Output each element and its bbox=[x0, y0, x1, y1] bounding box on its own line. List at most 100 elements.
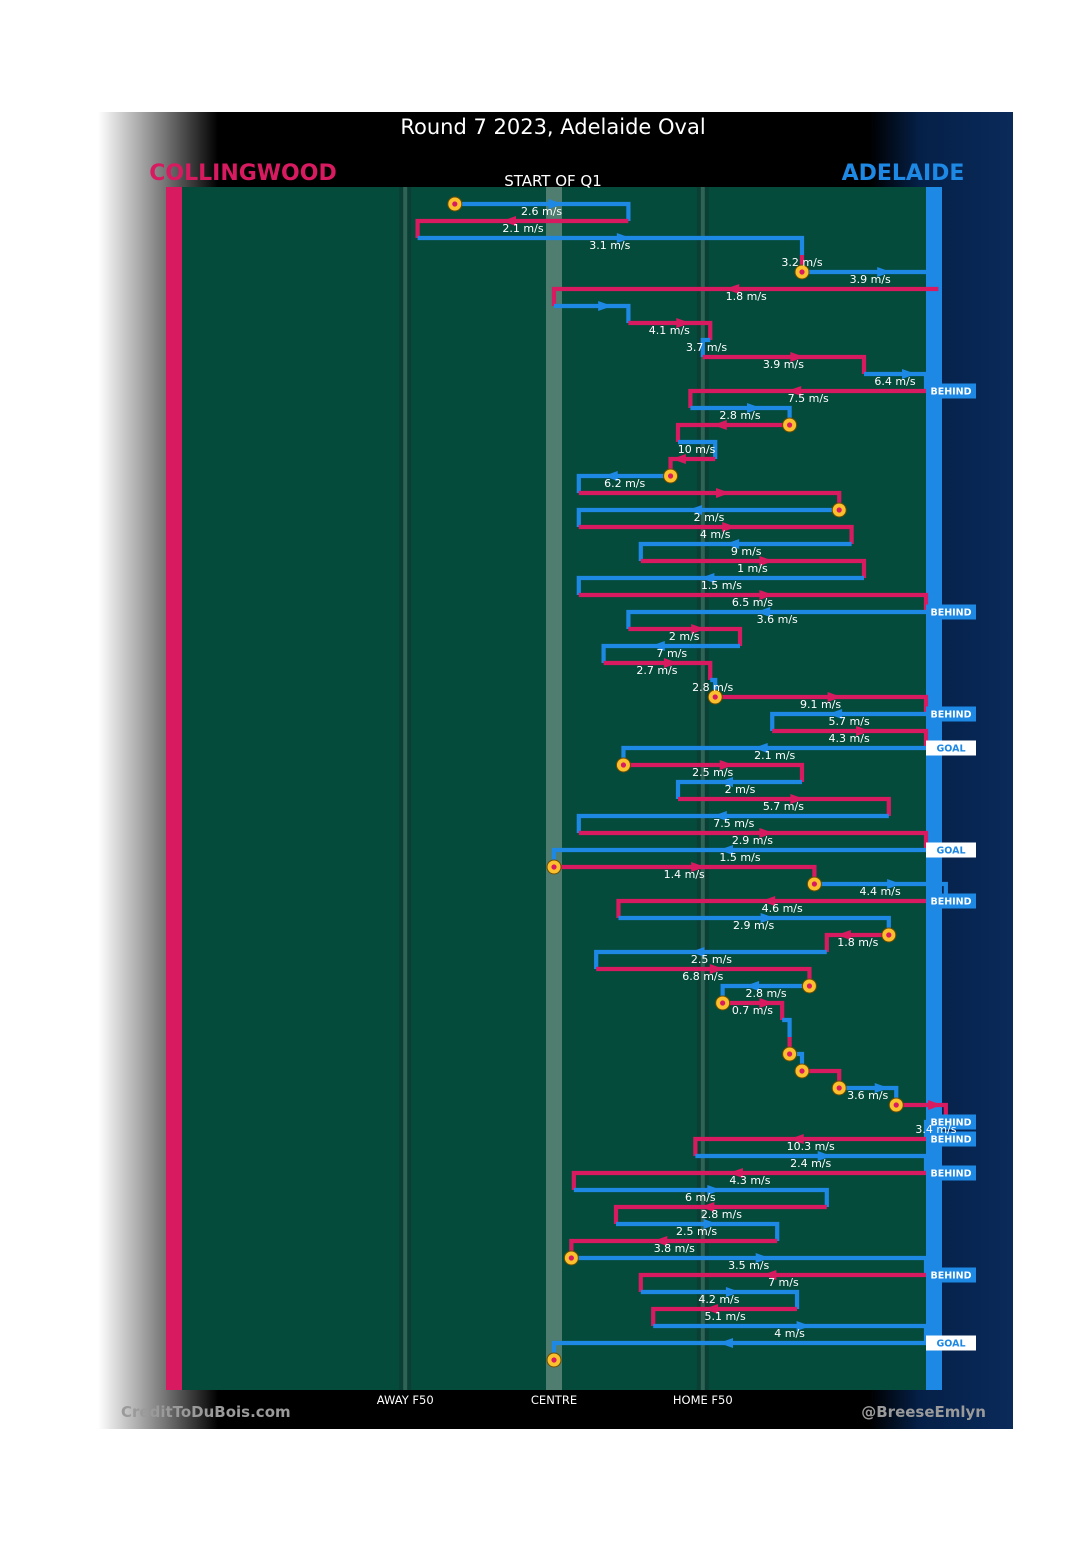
collingwood-bar bbox=[166, 187, 182, 1390]
direction-arrow bbox=[759, 556, 774, 566]
direction-arrow bbox=[759, 998, 774, 1008]
chain-segment bbox=[693, 1136, 926, 1156]
chain-segment bbox=[576, 473, 671, 493]
outcome-label: BEHIND bbox=[930, 1118, 971, 1129]
f50-line-0 bbox=[403, 187, 408, 1390]
direction-arrow bbox=[902, 369, 916, 379]
direction-arrow bbox=[712, 420, 727, 430]
ball-marker-dot bbox=[811, 881, 818, 887]
chain-segment bbox=[571, 1170, 926, 1190]
direction-arrow bbox=[709, 964, 724, 974]
direction-arrow bbox=[548, 199, 563, 209]
speed-label: 0.7 m/s bbox=[732, 1004, 773, 1017]
outcome-label: BEHIND bbox=[930, 608, 971, 619]
direction-arrow bbox=[760, 913, 775, 923]
direction-arrow bbox=[719, 845, 733, 855]
outcome-badge bbox=[926, 740, 976, 756]
ball-marker-dot bbox=[836, 1085, 842, 1091]
speed-label: 3.8 m/s bbox=[654, 1242, 695, 1255]
speed-label: 2 m/s bbox=[725, 783, 756, 796]
direction-arrow bbox=[688, 505, 702, 515]
direction-arrow bbox=[712, 811, 727, 821]
outcome-label: BEHIND bbox=[930, 897, 971, 908]
direction-arrow bbox=[756, 607, 771, 617]
speed-label: 5.7 m/s bbox=[829, 715, 870, 728]
ball-marker-dot bbox=[836, 507, 842, 513]
speed-label: 1.8 m/s bbox=[726, 290, 767, 303]
chain-segment bbox=[628, 320, 713, 340]
chain-segment bbox=[770, 711, 926, 731]
speed-label: 2 m/s bbox=[669, 630, 700, 643]
x-axis: AWAY F50 CENTRE HOME F50 bbox=[377, 1393, 733, 1407]
direction-arrow bbox=[728, 1168, 743, 1178]
ball-marker-dot bbox=[568, 1255, 574, 1261]
speed-label: 9.1 m/s bbox=[800, 698, 841, 711]
direction-arrow bbox=[828, 709, 843, 719]
credit-left: CreditToDuBois.com bbox=[121, 1403, 291, 1421]
chain-segment bbox=[601, 643, 740, 663]
speed-label: 4.2 m/s bbox=[698, 1293, 739, 1306]
direction-arrow bbox=[676, 318, 691, 328]
direction-arrow bbox=[691, 624, 706, 634]
direction-arrow bbox=[719, 1338, 733, 1348]
direction-arrow bbox=[690, 947, 705, 957]
direction-arrow bbox=[787, 386, 802, 396]
speed-label: 1.4 m/s bbox=[664, 868, 705, 881]
speed-label: 1 m/s bbox=[737, 562, 768, 575]
direction-arrow bbox=[653, 1236, 668, 1246]
ball-marker-dot bbox=[787, 422, 793, 428]
speed-label: 2.9 m/s bbox=[733, 919, 774, 932]
speed-label: 9 m/s bbox=[731, 545, 762, 558]
direction-arrow bbox=[827, 692, 842, 702]
credit-right: @BreeseEmlyn bbox=[861, 1403, 986, 1421]
outcome-label: GOAL bbox=[936, 744, 965, 755]
direction-arrow bbox=[755, 1253, 770, 1263]
field-lines bbox=[399, 187, 709, 1390]
ball-marker-dot bbox=[551, 1357, 557, 1363]
outcome-badge bbox=[926, 383, 976, 399]
speed-label: 4.4 m/s bbox=[860, 885, 901, 898]
chart-title: Round 7 2023, Adelaide Oval bbox=[400, 115, 705, 139]
outcome-badge bbox=[926, 1165, 976, 1181]
chain-segment bbox=[603, 660, 713, 680]
speed-label: 2.5 m/s bbox=[676, 1225, 717, 1238]
speed-label: 2.6 m/s bbox=[521, 205, 562, 218]
ball-marker-dot bbox=[886, 932, 892, 938]
speed-label: 6.8 m/s bbox=[682, 970, 723, 983]
chain-segment bbox=[554, 303, 631, 323]
direction-arrow bbox=[856, 726, 871, 736]
speed-label: 7.5 m/s bbox=[788, 392, 829, 405]
chain-segment bbox=[675, 422, 790, 442]
speed-label: 1.8 m/s bbox=[837, 936, 878, 949]
adelaide-bar bbox=[926, 187, 942, 1390]
speed-label: 3.2 m/s bbox=[781, 256, 822, 269]
speed-label: 4 m/s bbox=[700, 528, 731, 541]
outcome-badge bbox=[926, 1114, 976, 1130]
direction-arrow bbox=[759, 590, 774, 600]
chain-segment bbox=[415, 218, 629, 238]
outcome-badge bbox=[926, 1131, 976, 1147]
speed-label: 3.6 m/s bbox=[757, 613, 798, 626]
direction-arrow bbox=[796, 1321, 811, 1331]
chain-segment bbox=[573, 1187, 829, 1207]
outcome-label: BEHIND bbox=[930, 710, 971, 721]
f50-line-2 bbox=[700, 187, 705, 1390]
speed-label: 6.2 m/s bbox=[604, 477, 645, 490]
speed-label: 3.9 m/s bbox=[763, 358, 804, 371]
speed-label: 1.5 m/s bbox=[719, 851, 760, 864]
direction-arrow bbox=[704, 1304, 719, 1314]
direction-arrow bbox=[603, 471, 618, 481]
direction-arrow bbox=[789, 1134, 804, 1144]
speed-label: 2.5 m/s bbox=[692, 766, 733, 779]
speed-label: 2 m/s bbox=[694, 511, 725, 524]
direction-arrow bbox=[707, 1185, 722, 1195]
ball-marker-dot bbox=[712, 694, 718, 700]
speed-label: 4.1 m/s bbox=[649, 324, 690, 337]
chain-segment bbox=[613, 1204, 827, 1224]
outcome-label: BEHIND bbox=[930, 1135, 971, 1146]
chain-segment bbox=[782, 1017, 792, 1037]
speed-label: 10.3 m/s bbox=[787, 1140, 835, 1153]
speed-label: 4.6 m/s bbox=[762, 902, 803, 915]
direction-arrow bbox=[745, 981, 760, 991]
